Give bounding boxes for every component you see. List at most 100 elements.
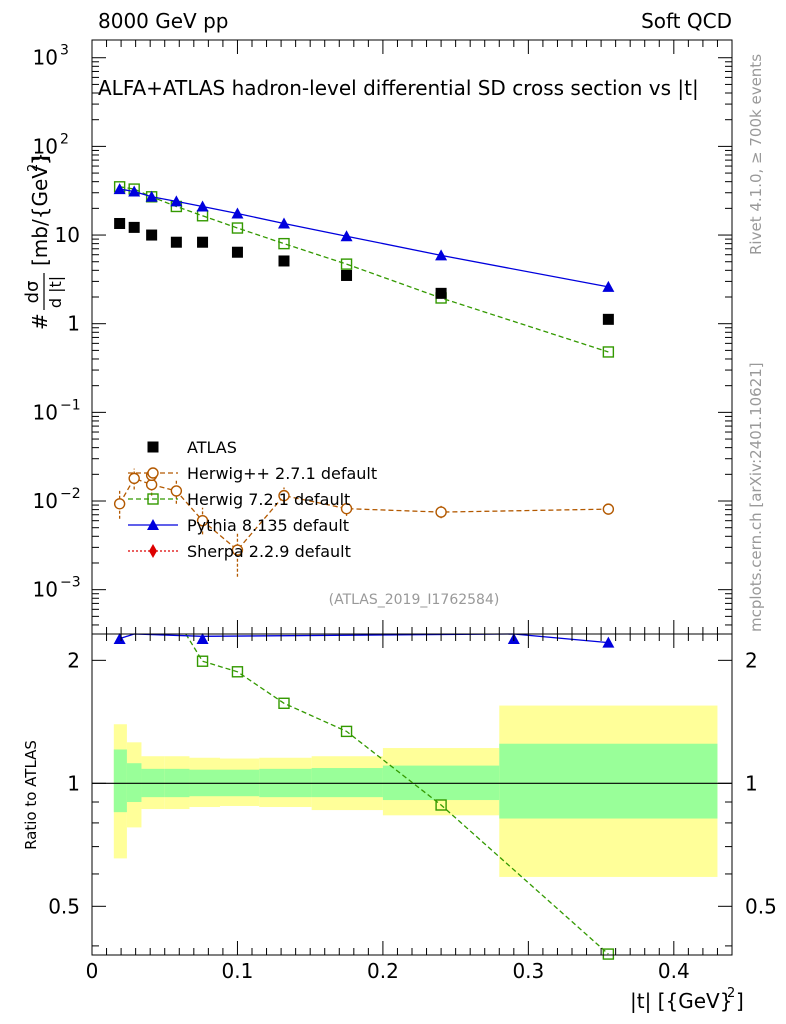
mcplots-reference-label: mcplots.cern.ch [arXiv:2401.10621]: [747, 362, 765, 632]
x-tick-label: 0.4: [658, 959, 690, 983]
herwigpp-point: [145, 478, 158, 491]
pythia-point: [231, 207, 244, 219]
ylabel-unit-power: 2: [26, 164, 41, 172]
main-y-tick-exponent: 3: [60, 43, 69, 59]
ratio-pythia-line: [119, 633, 609, 644]
ratio-herwig7-point: [196, 655, 209, 667]
herwigpp-point: [435, 506, 447, 518]
atlas-point: [231, 246, 243, 258]
pythia-point: [128, 185, 141, 197]
ratio-herwig7-point: [278, 697, 290, 709]
legend-pythia-marker: [147, 519, 159, 530]
legend-atlas-marker: [147, 441, 159, 453]
pythia-line: [119, 188, 609, 288]
energy-label: 8000 GeV pp: [98, 9, 229, 33]
main-y-tick-label: 10: [33, 134, 58, 158]
ratio-herwig7-line: [185, 633, 609, 955]
legend-herwigpp-marker: [147, 467, 159, 479]
xlabel-close: ]: [736, 989, 744, 1013]
main-y-tick-exponent: −1: [60, 397, 81, 413]
ratio-series: [113, 633, 615, 960]
pythia-point: [435, 249, 448, 261]
xlabel: |t| [{GeV} 2 ]: [630, 986, 744, 1013]
ratio-bands: [92, 705, 732, 877]
ylabel-numerator: dσ: [22, 281, 43, 304]
herwigpp-point: [278, 489, 290, 502]
atlas-point: [435, 287, 447, 299]
herwig7-point: [278, 237, 290, 250]
legend-label: Pythia 8.135 default: [187, 516, 349, 535]
ratio-pythia-point: [196, 633, 209, 644]
herwigpp-point: [602, 503, 615, 515]
legend-label: Herwig 7.2.1 default: [187, 490, 350, 509]
ratio-y-tick-label: 2: [67, 648, 80, 672]
main-y-tick-label: 10: [33, 578, 58, 602]
herwigpp-point: [170, 485, 183, 497]
ratio-pythia-point: [602, 636, 615, 648]
herwig7-point: [231, 222, 244, 234]
ratio-herwig7-point: [435, 799, 447, 811]
main-y-tick-exponent: −2: [60, 486, 81, 502]
ratio-panel: 0.5 0.5 1 1 2 2 0 0.1 0.2 0.3 0.4: [48, 633, 777, 983]
main-y-tick-label: 10: [33, 489, 58, 513]
ylabel-unit-close: ]: [28, 155, 52, 163]
legend-label: Sherpa 2.2.9 default: [187, 542, 351, 561]
xlabel-power: 2: [727, 986, 735, 1001]
atlas-point: [170, 236, 182, 248]
herwigpp-point: [113, 498, 126, 510]
atlas-point: [602, 313, 614, 325]
main-y-tick-exponent: −3: [60, 575, 81, 591]
ratio-band-inner: [311, 768, 383, 798]
ratio-band-inner: [126, 763, 142, 803]
pythia-point: [602, 280, 615, 292]
xlabel-text: |t| [{GeV}: [630, 989, 732, 1013]
analysis-reference: (ATLAS_2019_I1762584): [329, 592, 500, 608]
ratio-herwig7-point: [602, 948, 615, 960]
herwigpp-point: [231, 544, 244, 556]
ratio-axis: 0.5 0.5 1 1 2 2 0 0.1 0.2 0.3 0.4: [48, 634, 777, 983]
x-tick-label: 0: [86, 959, 99, 983]
herwig7-point: [340, 258, 353, 270]
pythia-point: [113, 183, 126, 195]
herwigpp-point: [340, 502, 353, 515]
herwigpp-point: [196, 514, 209, 527]
ratio-y-tick-label-right: 2: [745, 648, 758, 672]
ylabel-prefix: #: [28, 313, 52, 330]
ratio-herwig7-point: [231, 666, 244, 678]
ratio-y-tick-label-right: 1: [745, 771, 758, 795]
main-y-tick-label: 10: [55, 223, 80, 247]
main-ylabel: # dσ d |t| [mb/{GeV} 2 ]: [22, 152, 65, 330]
ratio-y-tick-label: 0.5: [48, 894, 80, 918]
legend-sherpa-marker: [149, 544, 157, 558]
ratio-ylabel: Ratio to ATLAS: [22, 740, 40, 850]
ratio-pythia-point: [113, 633, 126, 644]
legend-label: Herwig++ 2.7.1 default: [187, 464, 377, 483]
ratio-band-inner: [113, 749, 127, 813]
atlas-point: [114, 217, 126, 229]
plot-title: ALFA+ATLAS hadron-level differential SD …: [98, 76, 699, 100]
ratio-y-tick-label: 1: [67, 771, 80, 795]
atlas-point: [341, 269, 353, 281]
pythia-point: [340, 230, 353, 242]
herwigpp-point: [128, 472, 140, 485]
main-y-tick-label: 1: [67, 312, 80, 336]
ratio-y-tick-label-right: 0.5: [745, 894, 777, 918]
atlas-point: [197, 236, 209, 248]
legend-herwig7-marker: [147, 493, 159, 505]
x-tick-label: 0.1: [222, 959, 254, 983]
main-y-tick-label: 10: [33, 46, 58, 70]
main-y-tick-exponent: 2: [60, 131, 69, 147]
herwig7-line: [119, 186, 609, 353]
atlas-point: [146, 229, 158, 241]
ylabel-unit: [mb/{GeV}: [28, 152, 52, 266]
x-tick-label: 0.2: [367, 959, 399, 983]
atlas-point: [278, 255, 290, 267]
x-tick-label: 0.3: [512, 959, 544, 983]
ratio-band-inner: [499, 743, 718, 819]
legend-label: ATLAS: [187, 438, 237, 457]
pythia-point: [196, 200, 209, 212]
atlas-point: [128, 221, 140, 233]
pythia-point: [145, 190, 158, 202]
